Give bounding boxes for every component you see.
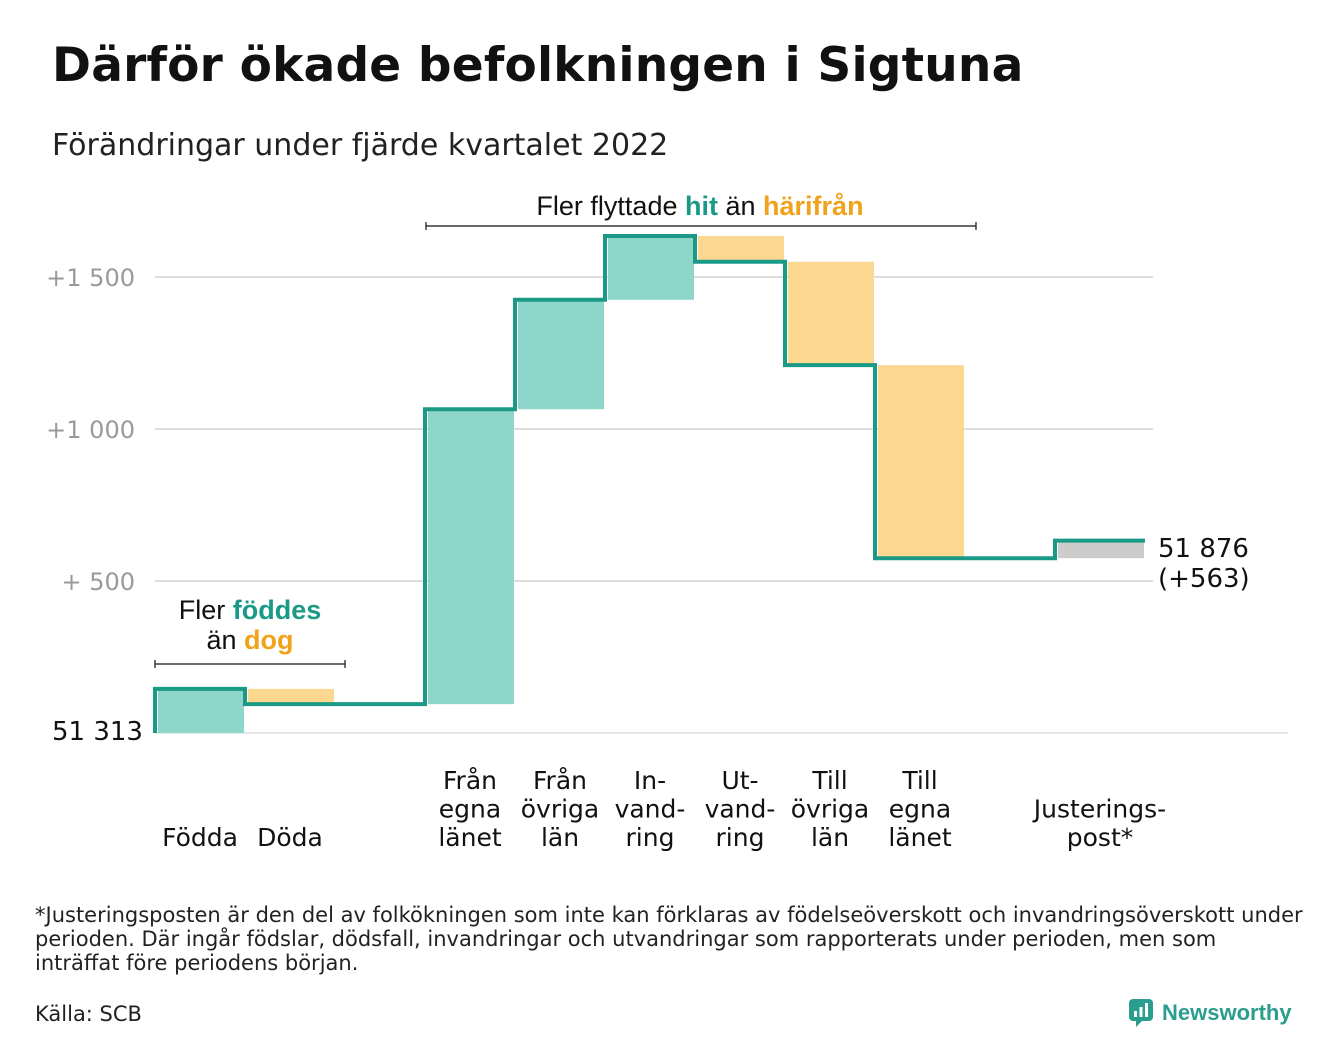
end-value-label: 51 876 [1158, 534, 1249, 564]
start-value-label: 51 313 [52, 717, 143, 747]
source: Källa: SCB [35, 1002, 142, 1026]
waterfall-bar [248, 688, 334, 705]
category-label-line: länet [888, 823, 951, 852]
category-label: Från övriga län [521, 766, 600, 852]
migration-annotation-pre: Fler flyttade [536, 191, 685, 221]
category-label-line: post* [1067, 823, 1134, 852]
category-label-line: ring [716, 823, 765, 852]
y-tick-label: + 500 [61, 568, 135, 596]
category-label: Till övriga län [791, 766, 870, 852]
cumulative-line [153, 233, 1145, 733]
category-label-line: egna [439, 795, 501, 824]
waterfall-bar [1058, 540, 1144, 559]
y-axis-labels: + 500 +1 000 +1 500 [46, 264, 135, 596]
category-label: Justerings-post* [1032, 795, 1166, 853]
births-annotation-line1: Fler föddes [179, 595, 322, 625]
category-label: In-vand-ring [615, 766, 686, 852]
bars [158, 235, 1144, 733]
category-label-line: vand- [705, 795, 776, 824]
births-annotation-foddes: föddes [233, 595, 322, 625]
category-label-line: Döda [257, 823, 323, 852]
category-label-line: Ut- [721, 766, 758, 795]
births-annotation-line2-pre: än [206, 625, 244, 655]
category-label-line: övriga [521, 795, 600, 824]
births-annotation-dog: dog [244, 625, 293, 655]
migration-annotation-hit: hit [685, 191, 718, 221]
waterfall-bar [428, 409, 514, 705]
chart-subtitle: Förändringar under fjärde kvartalet 2022 [52, 128, 669, 163]
y-tick-label: +1 000 [46, 416, 135, 444]
category-label-line: ring [626, 823, 675, 852]
newsworthy-logo-icon [1129, 999, 1153, 1027]
category-label-line: Justerings- [1032, 795, 1166, 824]
footnote: *Justeringsposten är den del av folkökni… [35, 903, 1303, 975]
category-label-line: In- [634, 766, 666, 795]
births-annotation-line2: än dog [206, 625, 293, 655]
category-label-line: vand- [615, 795, 686, 824]
waterfall-bar [698, 235, 784, 262]
category-label: Döda [257, 823, 323, 852]
migration-annotation-harifran: härifrån [763, 191, 864, 221]
category-label: Till egna länet [888, 766, 951, 852]
category-label: Från egna länet [438, 766, 501, 852]
newsworthy-brand: Newsworthy [1128, 998, 1292, 1028]
migration-annotation-mid: än [718, 191, 763, 221]
waterfall-bar [878, 365, 964, 559]
category-label-line: egna [889, 795, 951, 824]
category-label: Födda [162, 823, 238, 852]
category-label-line: länet [438, 823, 501, 852]
waterfall-bar [608, 235, 694, 300]
category-label-line: Till [901, 766, 937, 795]
chart-title: Därför ökade befolkningen i Sigtuna [52, 38, 1024, 93]
category-label-line: övriga [791, 795, 870, 824]
waterfall-bar [158, 688, 244, 733]
births-annotation-pre: Fler [179, 595, 233, 625]
category-label-line: Från [533, 766, 587, 795]
waterfall-bar [788, 261, 874, 366]
category-label-line: län [811, 823, 849, 852]
category-label-line: Från [443, 766, 497, 795]
y-tick-label: +1 500 [46, 264, 135, 292]
category-label-line: län [541, 823, 579, 852]
category-label-line: Födda [162, 823, 238, 852]
category-label: Ut-vand-ring [705, 766, 776, 852]
category-label-line: Till [811, 766, 847, 795]
brand-name: Newsworthy [1162, 1000, 1292, 1025]
end-change-label: (+563) [1158, 564, 1250, 594]
waterfall-bar [518, 299, 604, 410]
migration-annotation: Fler flyttade hit än härifrån [536, 191, 863, 221]
